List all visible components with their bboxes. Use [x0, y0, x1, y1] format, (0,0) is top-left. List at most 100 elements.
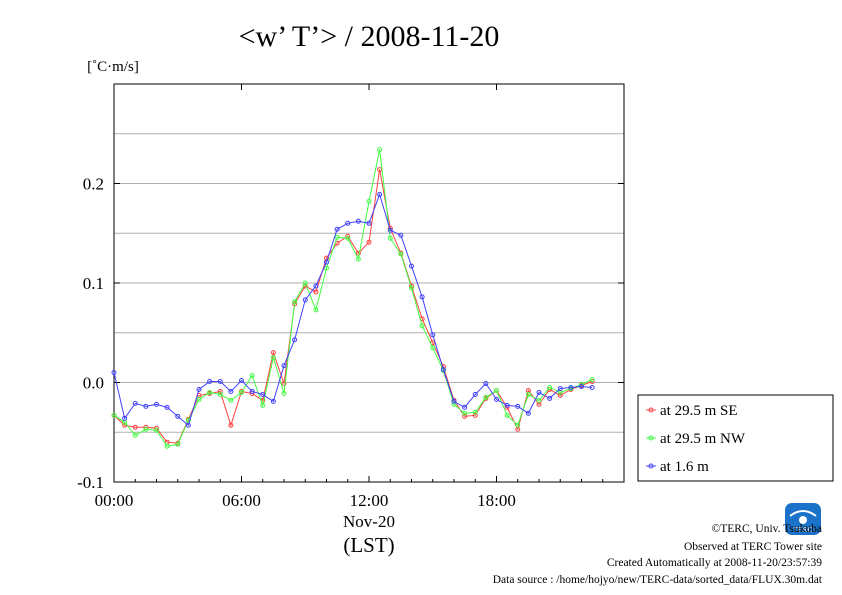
- series-2-point-17: [292, 337, 298, 343]
- series-2-point-37: [504, 402, 510, 408]
- series-2-point-3: [143, 403, 149, 409]
- x-tick-label-0: 00:00: [95, 491, 134, 510]
- series-2-point-20: [324, 259, 329, 265]
- series-1-point-0: [111, 412, 117, 418]
- series-line-0: [113, 169, 593, 444]
- series-1-point-32: [451, 401, 457, 407]
- series-1-point-7: [185, 417, 191, 423]
- credit-observed: Observed at TERC Tower site: [684, 541, 822, 553]
- series-2-point-6: [175, 413, 181, 419]
- series-2-point-19: [313, 283, 319, 289]
- series-2-point-27: [398, 232, 404, 238]
- legend-label-1: at 29.5 m NW: [660, 431, 746, 447]
- series-1-point-22: [345, 235, 351, 241]
- series-2-point-9: [207, 379, 213, 385]
- series-2: [111, 191, 595, 428]
- series-0-point-42: [557, 392, 563, 398]
- series-2-point-39: [525, 410, 531, 416]
- credit-copyright: ©TERC, Univ. Tsukuba: [712, 523, 822, 535]
- series-1-point-27: [398, 251, 404, 257]
- series-1-point-12: [239, 389, 244, 395]
- series-2-point-38: [515, 403, 521, 409]
- series-1-point-34: [472, 409, 478, 415]
- series-0-point-10: [217, 388, 223, 394]
- terc-logo: TERC: [785, 503, 821, 535]
- legend-marker-1: [648, 435, 654, 441]
- y-axis-unit-label: [˚C·m/s]: [87, 59, 139, 75]
- y-tick-label-1: 0.0: [83, 374, 104, 393]
- series-1-point-24: [366, 198, 372, 204]
- series-1-point-4: [154, 427, 159, 433]
- series-1-point-28: [409, 285, 414, 291]
- y-tick-label-3: 0.2: [83, 175, 104, 194]
- series-1-point-10: [217, 391, 223, 397]
- series-line-2: [113, 192, 593, 427]
- series-2-point-35: [483, 380, 489, 386]
- credit-data-source: Data source : /home/hojyo/new/TERC-data/…: [493, 574, 823, 586]
- series-2-point-15: [270, 398, 276, 404]
- series-1-point-14: [260, 402, 266, 408]
- series-2-point-33: [462, 404, 468, 410]
- series-1-point-30: [430, 345, 436, 351]
- series-1-point-35: [483, 394, 489, 400]
- series-1-point-36: [494, 387, 499, 393]
- legend-label-2: at 1.6 m: [660, 459, 709, 475]
- series-2-point-40: [536, 389, 542, 395]
- series-2-point-44: [579, 383, 584, 389]
- y-tick-label-2: 0.1: [83, 274, 104, 293]
- series-1-point-6: [175, 441, 181, 447]
- series-0-point-24: [366, 239, 372, 245]
- credit-created: Created Automatically at 2008-11-20/23:5…: [607, 557, 822, 569]
- series-1-point-20: [324, 265, 329, 271]
- series-layer: [111, 147, 595, 449]
- series-2-point-36: [494, 396, 499, 402]
- series-1-point-40: [536, 397, 542, 403]
- series-1-point-2: [132, 432, 138, 438]
- series-1-point-45: [589, 377, 595, 383]
- series-2-point-23: [355, 218, 361, 224]
- series-0-point-2: [132, 424, 138, 430]
- series-2-point-41: [547, 395, 553, 401]
- series-0-point-15: [270, 350, 276, 356]
- series-2-point-18: [302, 297, 308, 303]
- series-2-point-43: [568, 384, 574, 390]
- series-1-point-23: [355, 256, 361, 262]
- series-1-point-18: [302, 280, 308, 286]
- series-1-point-9: [207, 389, 213, 395]
- logo-text: TERC: [793, 527, 812, 534]
- y-tick-label-0: -0.1: [77, 473, 104, 492]
- series-2-point-16: [281, 363, 287, 369]
- series-2-point-12: [239, 378, 244, 384]
- series-2-point-28: [409, 263, 414, 269]
- x-axis-date-label: Nov-20: [343, 512, 395, 531]
- series-0-point-34: [472, 412, 478, 418]
- series-1-point-21: [334, 234, 340, 240]
- legend-label-0: at 29.5 m SE: [660, 403, 738, 419]
- series-1-point-13: [249, 373, 255, 379]
- legend-marker-2: [648, 463, 654, 469]
- series-2-point-34: [472, 391, 478, 397]
- series-1-point-19: [313, 307, 319, 313]
- series-2-point-42: [557, 385, 563, 391]
- series-2-point-26: [387, 227, 393, 233]
- series-1-point-33: [462, 410, 468, 416]
- series-2-point-30: [430, 332, 436, 338]
- grid-lines: [114, 133, 624, 433]
- axis-ticks: -0.1 0.0 0.1 0.2 00:00 06:00 12:00 18:00: [77, 84, 624, 510]
- series-1-point-15: [270, 355, 276, 361]
- series-0-point-11: [228, 422, 234, 428]
- series-line-1: [113, 149, 593, 447]
- series-2-point-22: [345, 220, 351, 226]
- series-1-point-38: [515, 422, 521, 428]
- series-1-point-3: [143, 426, 149, 432]
- series-1-point-26: [387, 235, 393, 241]
- series-2-point-14: [260, 391, 266, 397]
- series-2-point-11: [228, 388, 234, 394]
- series-2-point-13: [249, 388, 255, 394]
- series-2-point-10: [217, 379, 223, 385]
- series-2-point-31: [440, 367, 446, 373]
- series-0-point-45: [589, 379, 595, 385]
- series-2-point-21: [334, 226, 340, 232]
- series-1: [111, 147, 595, 449]
